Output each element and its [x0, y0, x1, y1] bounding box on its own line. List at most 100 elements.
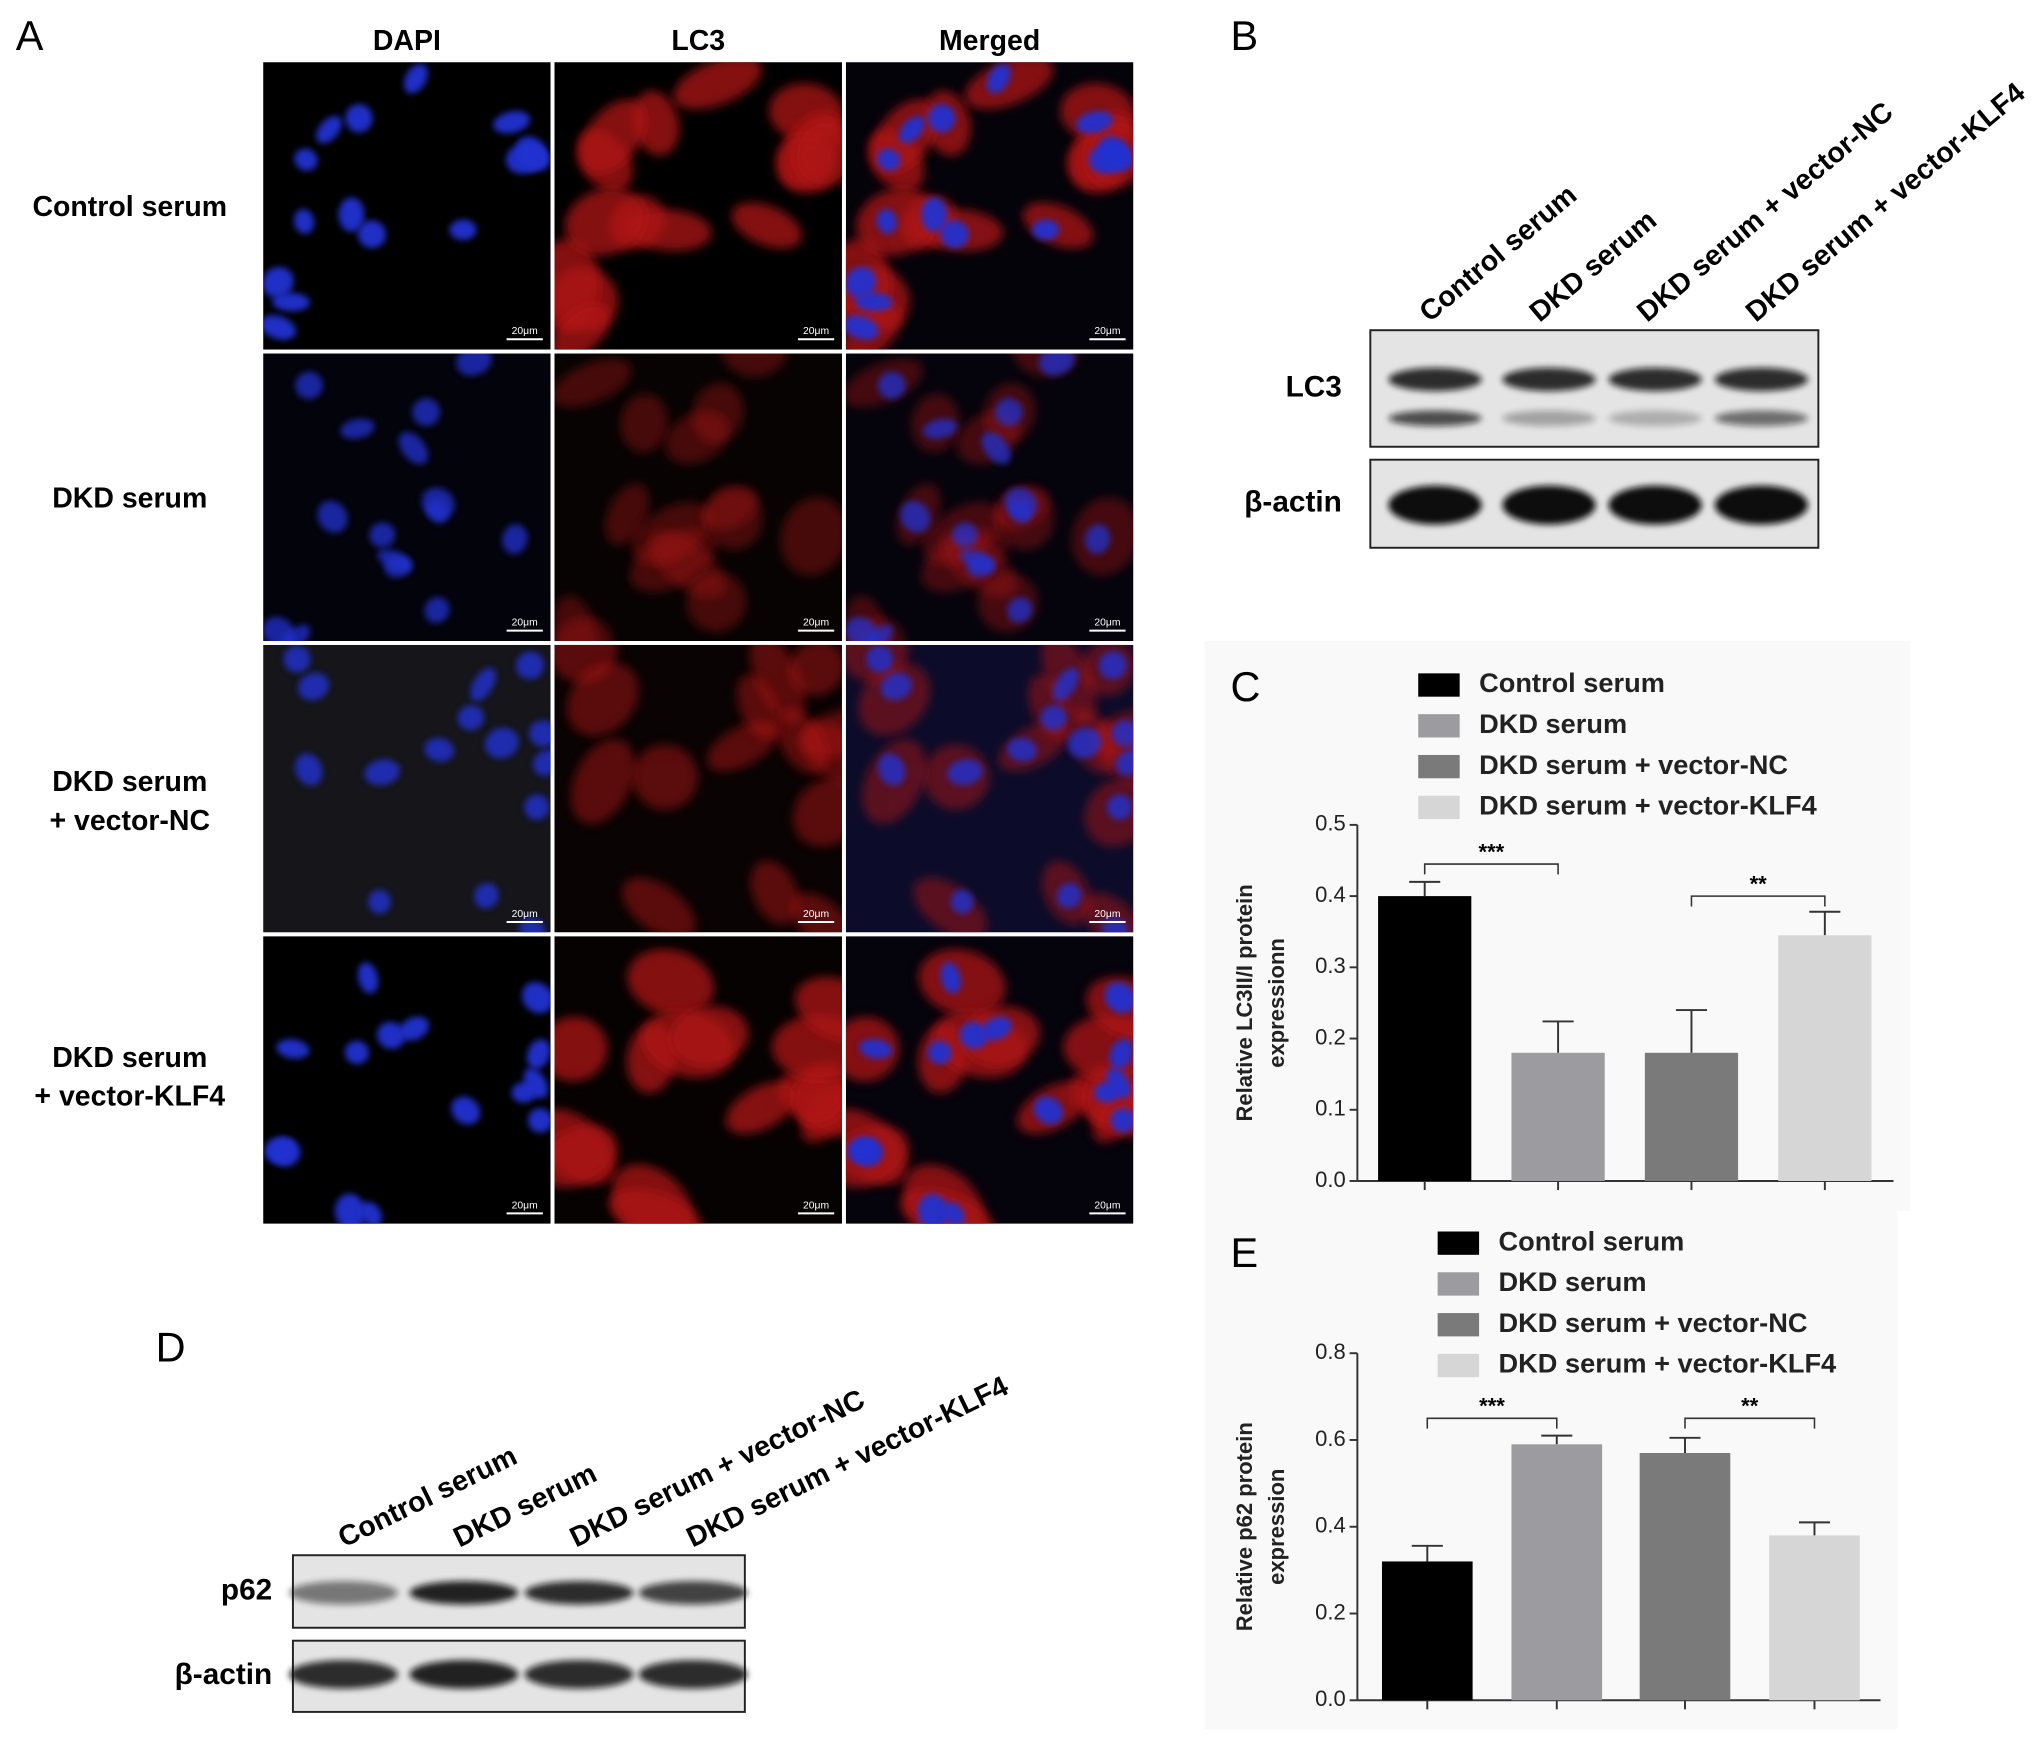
scale-bar-label: 20μm	[1094, 909, 1120, 920]
band	[1608, 485, 1702, 525]
bar	[1769, 1535, 1860, 1701]
nucleus	[959, 1021, 988, 1049]
cell	[793, 119, 842, 188]
bar	[1511, 1052, 1605, 1181]
band	[1502, 485, 1596, 525]
cell	[750, 860, 800, 925]
nucleus	[947, 759, 983, 786]
nucleus	[399, 1016, 429, 1041]
nucleus	[845, 266, 877, 298]
nucleus	[1007, 597, 1033, 623]
nucleus	[880, 672, 912, 701]
scale-bar-label: 20μm	[803, 618, 829, 629]
band	[409, 1581, 519, 1605]
scale-bar-label: 20μm	[512, 618, 538, 629]
legend-label: DKD serum	[1499, 1266, 1647, 1297]
band-label: LC3	[1286, 370, 1342, 403]
nucleus	[279, 624, 311, 641]
band	[638, 1581, 748, 1605]
nucleus	[1110, 1108, 1134, 1133]
micrograph-bg	[263, 936, 551, 1224]
cell	[554, 1016, 608, 1082]
cell	[554, 358, 632, 408]
cell	[570, 738, 635, 824]
cell	[621, 877, 696, 933]
nucleus	[263, 616, 296, 641]
y-axis-label: expression	[1264, 1469, 1289, 1585]
y-axis-label: Relative p62 protein	[1232, 1422, 1257, 1631]
nucleus	[966, 555, 995, 578]
nucleus	[942, 1201, 965, 1224]
column-header: Merged	[939, 25, 1040, 57]
nucleus	[283, 645, 311, 673]
nucleus	[293, 209, 315, 234]
nucleus	[527, 1108, 551, 1133]
nucleus	[263, 266, 294, 298]
micrograph	[845, 62, 1134, 350]
y-tick-label: 0.0	[1315, 1686, 1346, 1711]
cell	[608, 1188, 703, 1224]
nucleus	[334, 1193, 366, 1224]
band	[524, 1581, 634, 1605]
nucleus	[877, 371, 906, 399]
nucleus	[981, 1016, 1012, 1041]
nucleus	[515, 651, 545, 680]
cell	[670, 1006, 749, 1066]
micrograph	[263, 936, 551, 1224]
micrograph	[554, 353, 842, 641]
band-label: β-actin	[1244, 486, 1342, 519]
scale-bar-label: 20μm	[1094, 618, 1120, 629]
bar	[1639, 1452, 1731, 1701]
legend-label: DKD serum + vector-NC	[1479, 749, 1788, 780]
nucleus	[952, 522, 978, 548]
nucleus	[521, 982, 551, 1014]
legend-swatch	[1418, 673, 1460, 697]
nucleus	[846, 1137, 877, 1164]
row-label: + vector-KLF4	[34, 1081, 225, 1113]
nucleus	[1115, 749, 1134, 776]
micrograph	[263, 353, 551, 641]
column-header: DAPI	[373, 25, 441, 57]
nucleus	[1104, 982, 1134, 1014]
band-label: p62	[221, 1573, 272, 1606]
cell	[731, 202, 802, 249]
scale-bar-label: 20μm	[1094, 1200, 1120, 1211]
nucleus	[995, 398, 1023, 426]
cell	[605, 483, 650, 545]
y-tick-label: 0.1	[1315, 1096, 1346, 1121]
nucleus	[940, 962, 961, 994]
nucleus	[316, 116, 342, 144]
band	[1714, 410, 1809, 427]
legend-label: DKD serum + vector-KLF4	[1479, 790, 1817, 821]
nucleus	[1052, 667, 1079, 702]
nucleus	[264, 1137, 295, 1164]
band	[1388, 485, 1482, 525]
significance-label: **	[1750, 872, 1768, 897]
row-label: + vector-NC	[49, 805, 210, 837]
column-header: LC3	[671, 25, 725, 57]
scale-bar-label: 20μm	[512, 326, 538, 337]
legend-swatch	[1418, 795, 1460, 820]
nucleus	[297, 672, 330, 701]
nucleus	[921, 197, 948, 232]
cell	[632, 90, 680, 156]
nucleus	[866, 645, 894, 673]
band	[524, 1660, 634, 1689]
y-tick-label: 0.6	[1315, 1426, 1346, 1451]
legend-label: DKD serum	[1479, 708, 1627, 739]
scale-bar-label: 20μm	[1094, 326, 1120, 337]
cell	[554, 1125, 617, 1188]
nucleus	[877, 148, 901, 171]
band	[1608, 410, 1702, 427]
band	[1502, 367, 1596, 392]
legend-swatch	[1437, 1353, 1480, 1378]
panel-label: E	[1230, 1229, 1258, 1276]
nucleus	[1056, 883, 1082, 909]
nucleus	[526, 1039, 551, 1070]
nucleus	[923, 418, 958, 439]
cell	[627, 949, 715, 1016]
row-label: DKD serum	[52, 1042, 207, 1074]
band	[1714, 367, 1809, 392]
cell	[776, 708, 829, 775]
nucleus	[1106, 1067, 1131, 1099]
